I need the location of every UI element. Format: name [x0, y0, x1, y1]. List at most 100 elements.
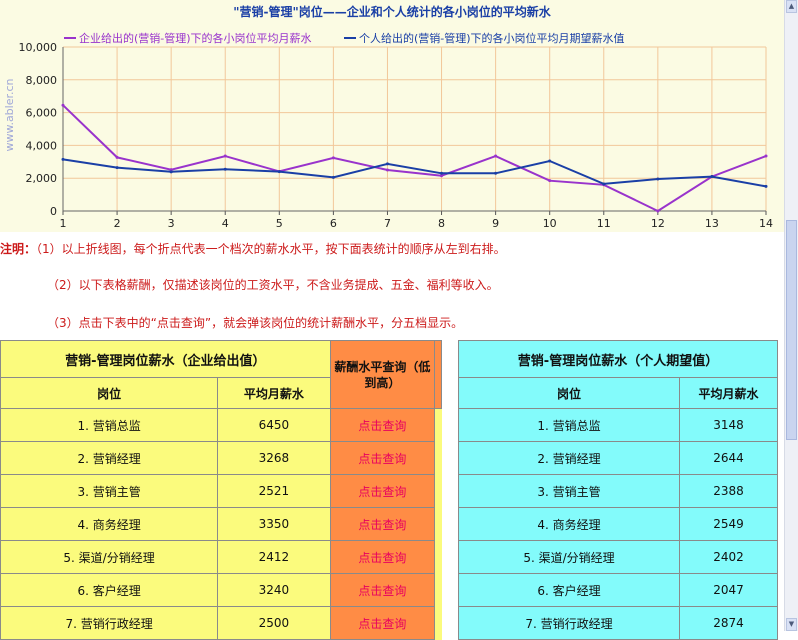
- data-point: [548, 159, 552, 163]
- table-row: 5. 渠道/分销经理 2412 点击查询: [0, 540, 442, 574]
- individual-table-caption: 营销-管理岗位薪水（个人期望值）: [458, 340, 778, 378]
- position-cell: 7. 营销行政经理: [458, 606, 680, 640]
- plot-area: [63, 47, 766, 211]
- x-tick-label: 12: [651, 217, 665, 230]
- y-tick-label: 8,000: [26, 74, 58, 87]
- data-point: [223, 154, 227, 158]
- data-point: [385, 168, 389, 172]
- salary-cell: 2521: [217, 474, 331, 508]
- data-point: [494, 154, 498, 158]
- query-column-header: 薪酬水平查询（低到高）: [329, 340, 436, 409]
- query-link[interactable]: 点击查询: [329, 540, 436, 574]
- y-tick-label: 6,000: [26, 107, 58, 120]
- data-point: [764, 184, 768, 188]
- salary-line-chart: 0 2,000 4,000 6,000 8,000 10,000 1 2 3 4 5 6 7 8 9 10 11…: [0, 0, 785, 232]
- table-row: 5. 渠道/分销经理 2402: [458, 540, 778, 574]
- series-line: [62, 104, 767, 213]
- table-row: 4. 商务经理 3350 点击查询: [0, 507, 442, 541]
- x-tick-label: 11: [597, 217, 611, 230]
- table-row: 2. 营销经理 3268 点击查询: [0, 441, 442, 475]
- vertical-scrollbar[interactable]: ▲ ▼: [784, 0, 798, 631]
- legend-label: 企业给出的(营销-管理)下的各小岗位平均月薪水: [79, 31, 312, 45]
- data-point: [656, 177, 660, 181]
- table-row: 7. 营销行政经理 2874: [458, 606, 778, 640]
- table-row: 7. 营销行政经理 2500 点击查询: [0, 606, 442, 640]
- position-cell: 2. 营销经理: [458, 441, 680, 475]
- query-link[interactable]: 点击查询: [329, 441, 436, 475]
- data-point: [61, 157, 65, 161]
- data-point: [440, 174, 444, 178]
- salary-cell: 2388: [679, 474, 778, 508]
- data-point: [169, 170, 173, 174]
- salary-cell: 3350: [217, 507, 331, 541]
- salary-header: 平均月薪水: [679, 377, 778, 409]
- legend-label: 个人给出的(营销-管理)下的各小岗位平均月期望薪水值: [359, 31, 625, 45]
- data-point: [710, 175, 714, 179]
- position-cell: 1. 营销总监: [458, 408, 680, 442]
- query-link[interactable]: 点击查询: [329, 573, 436, 607]
- employer-table-body: 1. 营销总监 6450 点击查询 2. 营销经理 3268 点击查询 3. 营销主管 252…: [0, 408, 442, 640]
- salary-cell: 2402: [679, 540, 778, 574]
- query-link[interactable]: 点击查询: [329, 507, 436, 541]
- series-line: [62, 158, 767, 188]
- position-cell: 2. 营销经理: [0, 441, 219, 475]
- position-cell: 7. 营销行政经理: [0, 606, 219, 640]
- x-tick-label: 14: [759, 217, 773, 230]
- table-row: 6. 客户经理 2047: [458, 573, 778, 607]
- individual-salary-table: 营销-管理岗位薪水（个人期望值） 岗位 平均月薪水 1. 营销总监 3148 2. …: [458, 340, 778, 640]
- data-point: [764, 154, 768, 158]
- y-tick-label: 0: [50, 205, 57, 218]
- x-tick-label: 6: [330, 217, 337, 230]
- salary-header: 平均月薪水: [217, 377, 331, 409]
- x-tick-label: 7: [384, 217, 391, 230]
- salary-cell: 2047: [679, 573, 778, 607]
- position-cell: 5. 渠道/分销经理: [0, 540, 219, 574]
- salary-cell: 2500: [217, 606, 331, 640]
- data-point: [602, 182, 606, 186]
- query-link[interactable]: 点击查询: [329, 474, 436, 508]
- table-row: 6. 客户经理 3240 点击查询: [0, 573, 442, 607]
- salary-cell: 3148: [679, 408, 778, 442]
- table-row: 1. 营销总监 3148: [458, 408, 778, 442]
- position-cell: 1. 营销总监: [0, 408, 219, 442]
- scroll-up-icon[interactable]: ▲: [786, 0, 797, 13]
- x-tick-label: 3: [168, 217, 175, 230]
- x-tick-label: 4: [222, 217, 229, 230]
- y-tick-label: 10,000: [19, 41, 58, 54]
- salary-cell: 2549: [679, 507, 778, 541]
- salary-cell: 3240: [217, 573, 331, 607]
- x-tick-label: 9: [492, 217, 499, 230]
- data-point: [494, 171, 498, 175]
- x-tick-label: 10: [543, 217, 557, 230]
- position-cell: 6. 客户经理: [458, 573, 680, 607]
- x-tick-label: 5: [276, 217, 283, 230]
- x-tick-label: 2: [114, 217, 121, 230]
- table-row: 1. 营销总监 6450 点击查询: [0, 408, 442, 442]
- position-cell: 5. 渠道/分销经理: [458, 540, 680, 574]
- x-tick-label: 13: [705, 217, 719, 230]
- data-point: [656, 209, 660, 213]
- data-point: [223, 167, 227, 171]
- employer-table-caption: 营销-管理岗位薪水（企业给出值）: [0, 340, 331, 378]
- table-row: 4. 商务经理 2549: [458, 507, 778, 541]
- employer-salary-table: 营销-管理岗位薪水（企业给出值） 薪酬水平查询（低到高） 岗位 平均月薪水 1.…: [0, 340, 442, 640]
- note-1: 注明：（1）以上折线图，每个折点代表一个档次的薪水水平，按下面表统计的顺序从左到…: [0, 240, 506, 257]
- position-cell: 4. 商务经理: [458, 507, 680, 541]
- salary-cell: 2644: [679, 441, 778, 475]
- scroll-thumb[interactable]: [786, 220, 797, 440]
- note-3: （3）点击下表中的“点击查询”，就会弹该岗位的统计薪酬水平，分五档显示。: [47, 316, 464, 330]
- query-link[interactable]: 点击查询: [329, 408, 436, 442]
- scroll-down-icon[interactable]: ▼: [786, 618, 797, 631]
- query-link[interactable]: 点击查询: [329, 606, 436, 640]
- y-tick-label: 2,000: [26, 172, 58, 185]
- data-point: [277, 170, 281, 174]
- note-1-text: （1）以上折线图，每个折点代表一个档次的薪水水平，按下面表统计的顺序从左到右排。: [36, 242, 506, 256]
- salary-cell: 2874: [679, 606, 778, 640]
- x-tick-label: 8: [438, 217, 445, 230]
- salary-cell: 2412: [217, 540, 331, 574]
- salary-cell: 6450: [217, 408, 331, 442]
- position-cell: 6. 客户经理: [0, 573, 219, 607]
- position-cell: 3. 营销主管: [0, 474, 219, 508]
- position-header: 岗位: [0, 377, 219, 409]
